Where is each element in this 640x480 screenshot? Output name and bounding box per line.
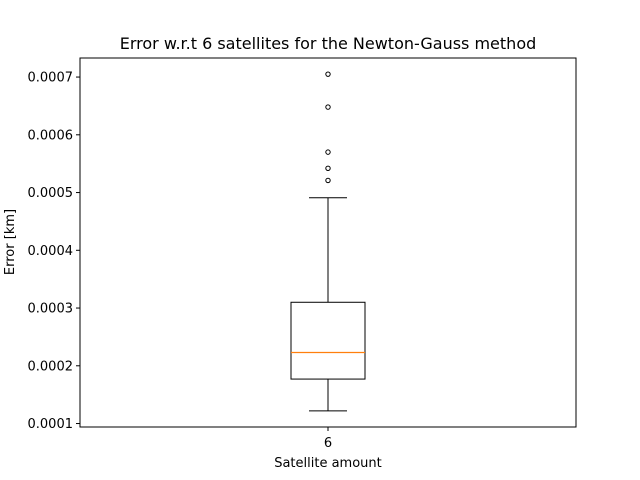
y-tick-label: 0.0003 [28, 302, 74, 317]
plot-area: 0.0001 0.0002 0.0003 0.0004 0.0005 0.0006 0.00… [28, 57, 577, 451]
outlier-point [325, 104, 331, 110]
y-tick-label: 0.0001 [28, 417, 74, 432]
outlier-point [325, 177, 331, 184]
outlier-point [325, 149, 331, 155]
y-tick-label: 0.0005 [28, 186, 74, 201]
y-tick-label: 0.0002 [28, 359, 74, 374]
chart-title: Error w.r.t 6 satellites for the Newton-… [120, 34, 537, 53]
axes-frame [79, 57, 577, 428]
outlier-point [325, 71, 331, 77]
x-tick-label: 6 [324, 436, 332, 451]
y-tick-label: 0.0007 [28, 71, 74, 86]
y-tick-label: 0.0004 [28, 244, 74, 259]
y-tick-label: 0.0006 [28, 128, 74, 143]
iqr-box [290, 301, 366, 380]
outlier-point [325, 165, 331, 171]
x-axis-label: Satellite amount [274, 456, 382, 471]
y-axis-label: Error [km] [3, 209, 18, 275]
